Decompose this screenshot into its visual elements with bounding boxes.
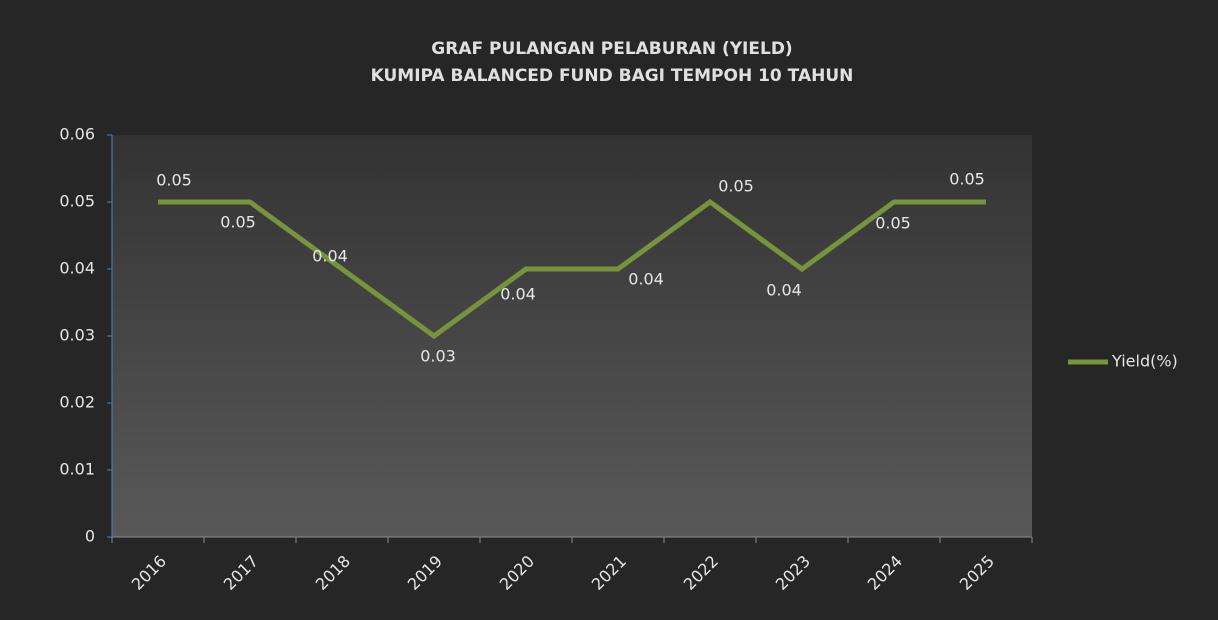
y-tick-label: 0.01 bbox=[59, 460, 95, 479]
data-label: 0.04 bbox=[312, 247, 348, 266]
chart-title: GRAF PULANGAN PELABURAN (YIELD) bbox=[431, 39, 792, 59]
data-label: 0.04 bbox=[628, 270, 664, 289]
y-tick-label: 0 bbox=[85, 527, 95, 546]
data-label: 0.04 bbox=[766, 281, 802, 300]
y-tick-label: 0.03 bbox=[59, 326, 95, 345]
legend-label: Yield(%) bbox=[1111, 352, 1178, 371]
y-tick-label: 0.05 bbox=[59, 192, 95, 211]
data-label: 0.04 bbox=[500, 285, 536, 304]
chart-subtitle: KUMIPA BALANCED FUND BAGI TEMPOH 10 TAHU… bbox=[371, 66, 854, 86]
y-tick-label: 0.02 bbox=[59, 393, 95, 412]
data-label: 0.05 bbox=[220, 213, 256, 232]
y-tick-label: 0.06 bbox=[59, 125, 95, 144]
y-tick-label: 0.04 bbox=[59, 259, 95, 278]
data-label: 0.05 bbox=[156, 171, 192, 190]
data-label: 0.05 bbox=[949, 170, 985, 189]
data-label: 0.05 bbox=[875, 214, 911, 233]
data-label: 0.03 bbox=[420, 347, 456, 366]
plot-area bbox=[112, 135, 1032, 537]
data-label: 0.05 bbox=[718, 177, 754, 196]
series-line bbox=[158, 198, 986, 340]
